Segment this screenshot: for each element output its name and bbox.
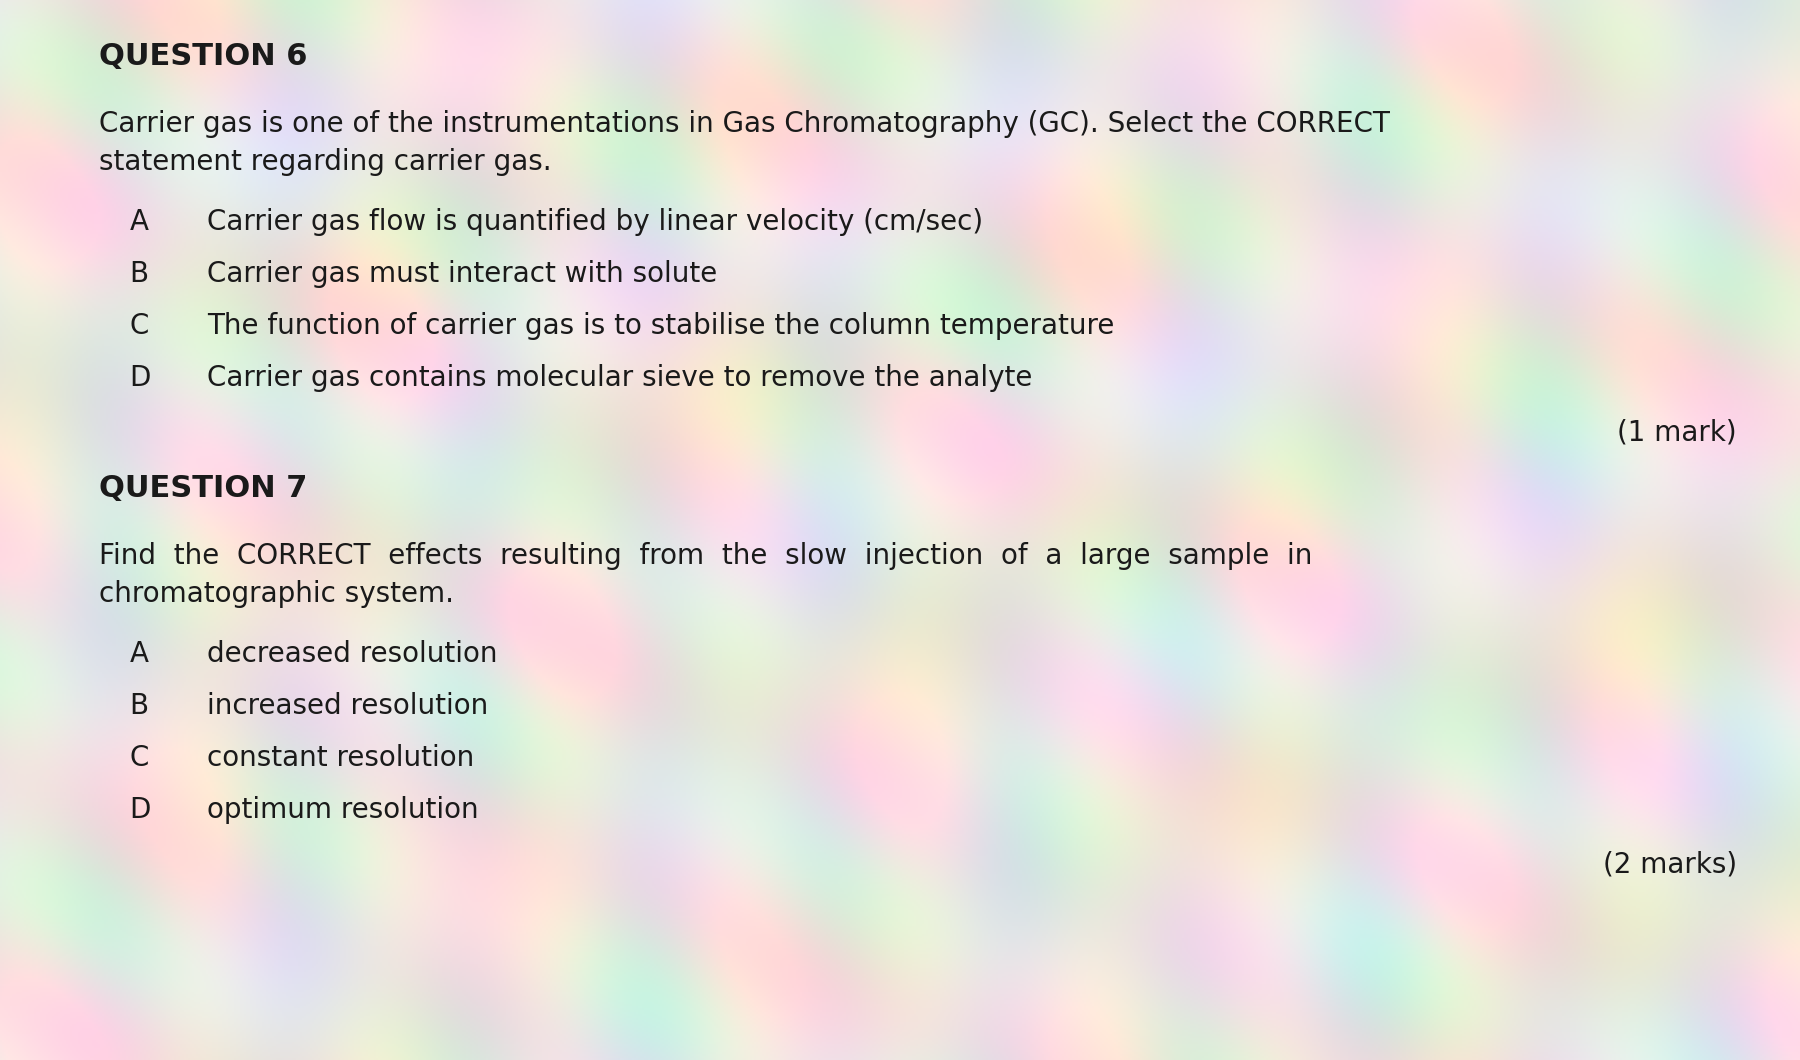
Text: C: C [130,744,149,772]
Text: constant resolution: constant resolution [207,744,473,772]
Text: B: B [130,692,149,720]
Text: Carrier gas flow is quantified by linear velocity (cm/sec): Carrier gas flow is quantified by linear… [207,208,983,236]
Text: Carrier gas contains molecular sieve to remove the analyte: Carrier gas contains molecular sieve to … [207,364,1033,392]
Text: QUESTION 7: QUESTION 7 [99,474,308,503]
Text: (1 mark): (1 mark) [1618,419,1737,447]
Text: (2 marks): (2 marks) [1602,851,1737,879]
Text: Carrier gas is one of the instrumentations in Gas Chromatography (GC). Select th: Carrier gas is one of the instrumentatio… [99,110,1390,138]
Text: B: B [130,260,149,288]
Text: increased resolution: increased resolution [207,692,488,720]
Text: A: A [130,640,149,668]
Text: chromatographic system.: chromatographic system. [99,580,454,608]
Text: statement regarding carrier gas.: statement regarding carrier gas. [99,148,551,176]
Text: D: D [130,364,151,392]
Text: A: A [130,208,149,236]
Text: Carrier gas must interact with solute: Carrier gas must interact with solute [207,260,716,288]
Text: decreased resolution: decreased resolution [207,640,497,668]
Text: optimum resolution: optimum resolution [207,796,479,824]
Text: Find  the  CORRECT  effects  resulting  from  the  slow  injection  of  a  large: Find the CORRECT effects resulting from … [99,542,1312,570]
Text: QUESTION 6: QUESTION 6 [99,42,308,71]
Text: D: D [130,796,151,824]
Text: C: C [130,312,149,340]
Text: The function of carrier gas is to stabilise the column temperature: The function of carrier gas is to stabil… [207,312,1114,340]
